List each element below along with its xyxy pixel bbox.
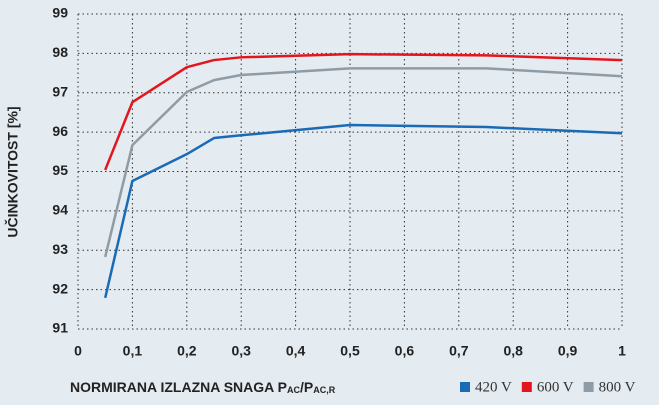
legend-swatch [521,382,532,392]
x-tick-label: 0,3 [231,343,251,359]
x-tick-label: 1 [618,343,626,359]
y-tick-label: 99 [52,5,68,21]
y-axis-label: UČINKOVITOST [%] [4,106,21,237]
series-line [103,123,623,299]
x-label-part: /P [300,379,313,395]
x-tick-label: 0,5 [340,343,360,359]
x-tick-label: 0,9 [558,343,578,359]
y-tick-label: 96 [52,123,68,139]
x-tick-label: 0,2 [177,343,197,359]
x-tick-label: 0,1 [123,343,143,359]
legend-swatch [583,382,594,392]
series-line [103,67,623,258]
x-tick-label: 0 [74,343,82,359]
x-tick-label: 0,7 [449,343,469,359]
legend-label: 800 V [599,379,636,395]
legend-label: 600 V [537,379,574,395]
y-tick-label: 91 [52,320,68,336]
y-tick-label: 97 [52,83,68,99]
series-line [104,52,623,171]
x-label-sub: AC [287,385,300,395]
y-tick-label: 93 [52,241,68,257]
x-tick-label: 0,4 [286,343,306,359]
y-tick-label: 94 [52,202,68,218]
y-tick-label: 95 [52,162,68,178]
x-tick-label: 0,8 [503,343,523,359]
x-label-part: NORMIRANA IZLAZNA SNAGA P [70,379,287,395]
x-label-sub: AC,R [313,385,335,395]
x-tick-label: 0,6 [395,343,415,359]
legend-label: 420 V [475,379,512,395]
y-tick-label: 92 [52,280,68,296]
legend-swatch [460,382,470,392]
x-axis-label: NORMIRANA IZLAZNA SNAGA PAC/PAC,R [70,379,336,396]
y-tick-label: 98 [52,44,68,60]
